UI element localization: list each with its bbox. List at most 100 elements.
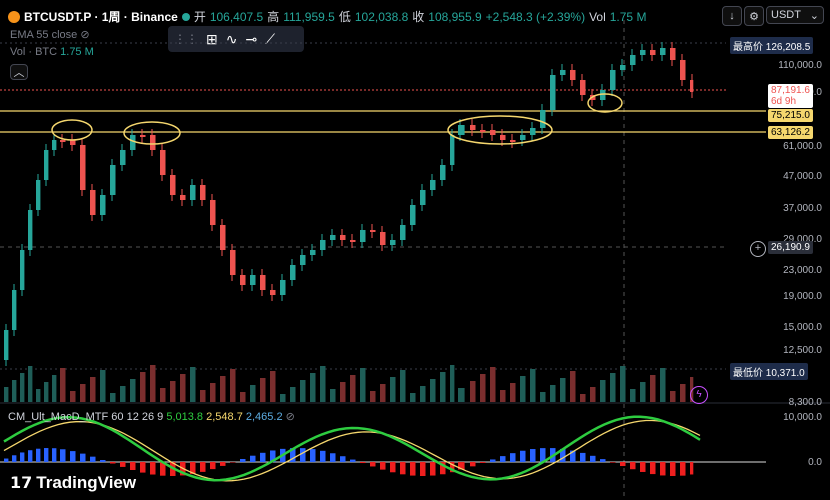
volume-bar: [420, 386, 426, 402]
vol-value: 1.75 M: [609, 9, 647, 24]
volume-bar: [670, 391, 676, 402]
macd-hist: [190, 462, 196, 475]
volume-bar: [330, 389, 336, 402]
eye-off-icon[interactable]: ⊘: [285, 411, 295, 423]
horizontal-line-icon[interactable]: ⊸: [245, 30, 258, 47]
add-alert-icon[interactable]: +: [750, 241, 766, 257]
eye-off-icon[interactable]: ⊘: [80, 29, 90, 41]
settings-button[interactable]: ⚙: [744, 6, 764, 26]
candle: [350, 240, 356, 242]
candle: [410, 205, 416, 225]
highlight-ellipse[interactable]: [123, 121, 181, 145]
symbol-title[interactable]: BTCUSDT.P · 1周 · Binance: [24, 10, 178, 24]
macd-hist: [420, 462, 426, 476]
currency-value: USDT: [771, 9, 801, 21]
high-label: 高: [267, 10, 280, 24]
volume-bar: [180, 374, 186, 402]
candle: [650, 50, 656, 55]
currency-select[interactable]: USDT ⌄: [766, 6, 824, 24]
volume-bar: [4, 387, 9, 402]
macd-hist: [320, 450, 326, 462]
highlight-ellipse[interactable]: [447, 115, 553, 145]
volume-bar: [630, 389, 636, 402]
candle: [610, 70, 616, 90]
macd-hist: [270, 450, 276, 462]
macd-hist: [640, 462, 646, 472]
macd-hist: [120, 462, 126, 467]
candle: [110, 165, 116, 195]
collapse-legend-button[interactable]: ︿: [10, 64, 28, 80]
market-status-dot: [181, 12, 190, 21]
candle: [12, 290, 17, 330]
volume-bar: [340, 382, 346, 402]
candle: [44, 150, 49, 180]
volume-bar: [70, 391, 76, 402]
macd-hist: [470, 462, 476, 467]
volume-bar: [220, 376, 226, 402]
level-tag-1: 75,215.0: [768, 109, 813, 122]
candle: [120, 150, 126, 165]
macd-hist: [500, 456, 506, 462]
macd-hist: [200, 462, 206, 472]
chevron-up-icon: ︿: [13, 67, 25, 79]
highlight-ellipse[interactable]: [587, 93, 623, 113]
highlight-ellipse[interactable]: [51, 119, 93, 141]
volume-bar: [570, 371, 576, 402]
macd-signal-line: [3, 419, 701, 482]
atl-label: 最低价: [733, 368, 763, 379]
volume-bar: [480, 374, 486, 402]
chart-header: BTCUSDT.P · 1周 · Binance 开 106,407.5 高 111…: [8, 8, 646, 25]
volume-bar: [440, 372, 446, 402]
candle: [600, 90, 606, 100]
volume-bar: [620, 366, 626, 402]
crosshair-box-icon[interactable]: ⊞: [206, 30, 218, 47]
volume-bar: [490, 367, 496, 402]
macd-hist: [380, 462, 386, 470]
volume-bar: [600, 380, 606, 402]
macd-hist: [390, 462, 396, 473]
volume-bar: [310, 373, 316, 402]
volume-bar: [320, 366, 326, 402]
volume-bar: [240, 392, 246, 402]
download-button[interactable]: ↓: [722, 6, 742, 26]
open-value: 106,407.5: [209, 9, 264, 24]
macd-hist: [28, 450, 33, 462]
lightning-icon[interactable]: ϟ: [690, 386, 708, 404]
ema-legend[interactable]: EMA 55 close ⊘: [10, 28, 90, 41]
path-tool-icon[interactable]: ∿: [225, 30, 238, 47]
macd-hist: [300, 448, 306, 462]
candle: [260, 275, 266, 290]
price-tick: 29,000.0: [783, 234, 822, 245]
vol-legend: Vol · BTC 1.75 M: [10, 46, 94, 58]
macd-hist: [360, 462, 366, 464]
volume-bar: [360, 368, 366, 402]
macd-axis-zero: 0.0: [808, 457, 822, 468]
macd-hist: [310, 449, 316, 462]
candle: [20, 250, 25, 290]
volume-bar: [100, 370, 106, 402]
candle: [180, 195, 186, 200]
volume-bar: [130, 379, 136, 402]
trend-line-icon[interactable]: ⟋: [265, 30, 276, 47]
macd-hist: [60, 449, 66, 462]
macd-hist: [450, 462, 455, 473]
macd-name[interactable]: CM_Ult_MacD_MTF 60 12 26 9: [8, 411, 164, 423]
macd-hist: [430, 462, 436, 476]
volume-bar: [80, 384, 86, 402]
ath-label: 最高价: [733, 42, 763, 53]
volume-bar: [60, 368, 66, 402]
candle: [470, 125, 476, 130]
atl-tag: 最低价 10,371.0: [730, 363, 808, 380]
volume-bar: [28, 366, 33, 402]
volume-bar: [470, 381, 476, 402]
volume-bar: [12, 380, 17, 402]
tv-logo-icon: 𝟭𝟳: [10, 475, 33, 492]
volume-bar: [540, 392, 546, 402]
volume-bar: [430, 379, 436, 402]
price-tick: 37,000.0: [783, 203, 822, 214]
volume-bar: [300, 380, 306, 402]
volume-bar: [680, 384, 686, 402]
candle: [250, 275, 256, 285]
macd-hist: [110, 462, 116, 464]
